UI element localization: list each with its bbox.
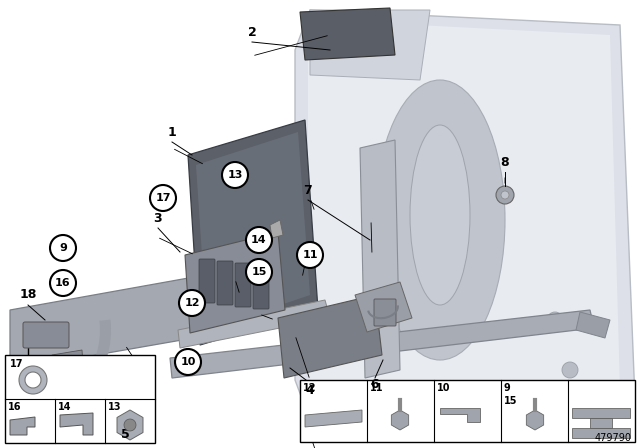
Circle shape [246,259,272,285]
Text: 11: 11 [302,250,317,260]
Text: 3: 3 [154,211,163,224]
Text: 15: 15 [252,267,267,277]
Polygon shape [10,417,35,435]
Text: 9: 9 [59,243,67,253]
Text: 12: 12 [184,298,200,308]
Polygon shape [300,8,395,60]
FancyBboxPatch shape [235,263,251,307]
Circle shape [496,186,514,204]
Ellipse shape [410,125,470,305]
Polygon shape [60,413,93,435]
FancyBboxPatch shape [300,380,635,442]
FancyBboxPatch shape [374,299,396,326]
Text: 479790: 479790 [595,433,632,443]
Polygon shape [572,408,630,438]
Text: 9: 9 [504,383,511,393]
Text: 14: 14 [58,402,72,412]
Polygon shape [360,140,400,378]
Circle shape [562,362,578,378]
Text: 16: 16 [55,278,71,288]
FancyBboxPatch shape [5,355,155,443]
Polygon shape [270,220,283,238]
Polygon shape [308,20,620,408]
Text: 2: 2 [248,26,257,39]
Text: 1: 1 [168,125,177,138]
Circle shape [246,227,272,253]
Text: 13: 13 [227,170,243,180]
Circle shape [547,312,563,328]
FancyBboxPatch shape [217,261,233,305]
Text: 14: 14 [251,235,267,245]
Polygon shape [52,350,83,370]
Circle shape [222,162,248,188]
Text: 7: 7 [303,184,312,197]
Text: 17: 17 [156,193,171,203]
Polygon shape [178,300,330,348]
Text: 11: 11 [370,383,383,393]
Polygon shape [355,282,412,332]
Text: 17: 17 [10,359,24,369]
Text: 10: 10 [437,383,451,393]
Circle shape [150,185,176,211]
FancyBboxPatch shape [23,322,69,348]
Polygon shape [185,232,285,333]
Circle shape [179,290,205,316]
Text: 4: 4 [306,383,314,396]
Circle shape [50,235,76,261]
FancyBboxPatch shape [253,265,269,309]
Polygon shape [440,408,480,422]
Polygon shape [196,132,310,330]
Text: 15: 15 [504,396,518,406]
Text: 5: 5 [120,428,129,441]
Text: 13: 13 [108,402,122,412]
Polygon shape [10,258,308,370]
Circle shape [175,349,201,375]
Text: 16: 16 [8,402,22,412]
Polygon shape [310,10,430,80]
Text: 8: 8 [500,155,509,168]
Polygon shape [305,410,362,427]
Circle shape [50,270,76,296]
Circle shape [297,242,323,268]
Polygon shape [170,310,594,378]
Text: 6: 6 [371,379,380,392]
Ellipse shape [375,80,505,360]
Circle shape [501,191,509,199]
Text: 18: 18 [19,289,36,302]
Circle shape [124,419,136,431]
Text: 10: 10 [180,357,196,367]
Polygon shape [278,295,382,378]
Polygon shape [295,10,635,420]
FancyBboxPatch shape [199,259,215,303]
Text: 12: 12 [303,383,317,393]
Polygon shape [576,312,610,338]
Polygon shape [188,120,318,345]
